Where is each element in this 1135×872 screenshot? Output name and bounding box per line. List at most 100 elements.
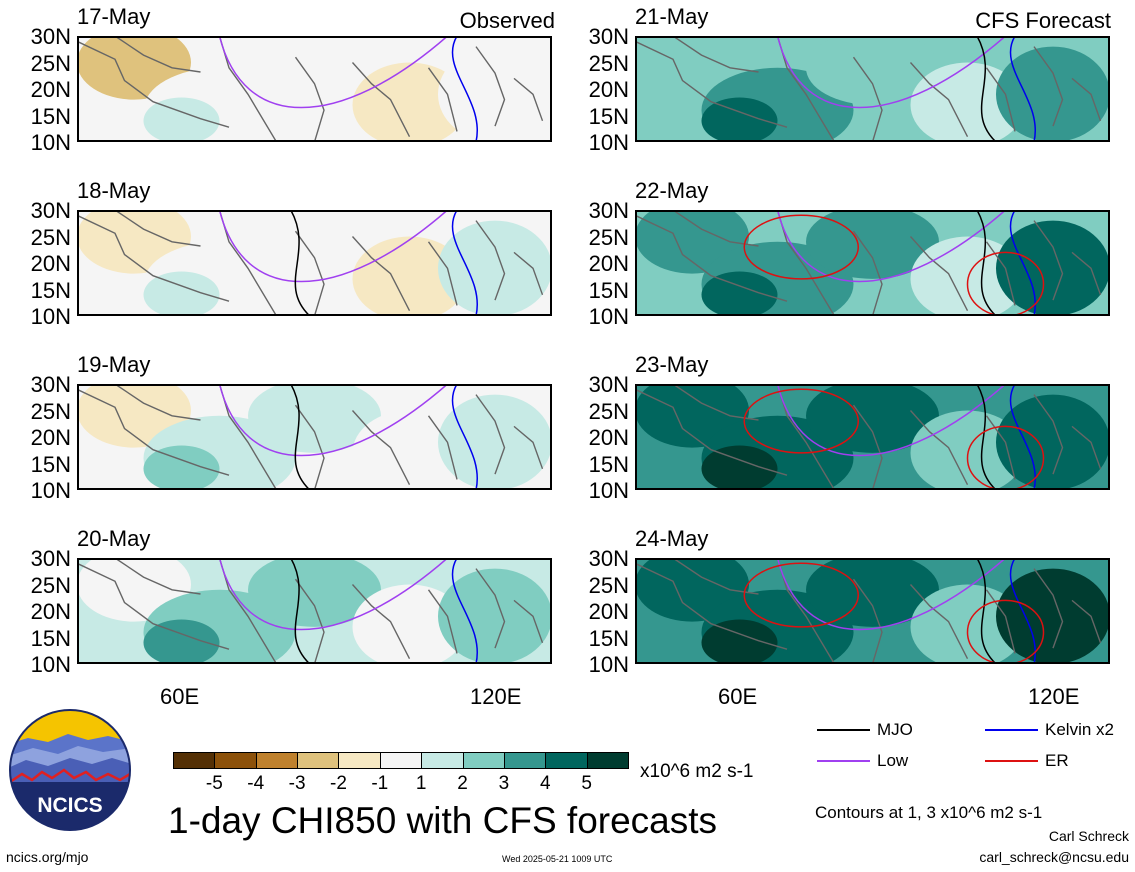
lon-label-60e-right: 60E bbox=[718, 684, 758, 709]
coastline bbox=[985, 241, 1016, 306]
chi850-anomaly-region bbox=[996, 394, 1110, 490]
colorbar-swatch bbox=[214, 752, 257, 769]
coastline bbox=[114, 36, 201, 73]
site-link[interactable]: ncics.org/mjo bbox=[6, 849, 89, 865]
panel-date-label: 19-May bbox=[77, 352, 151, 377]
coastline bbox=[294, 56, 325, 142]
low-contour bbox=[218, 36, 448, 109]
colorbar-swatch bbox=[173, 752, 216, 769]
lat-label: 30N bbox=[588, 198, 629, 223]
lat-label: 20N bbox=[588, 251, 629, 276]
kelvin-contour bbox=[1009, 36, 1037, 142]
chi850-anomaly-region bbox=[248, 36, 381, 105]
coastline bbox=[1071, 251, 1102, 296]
lat-label: 15N bbox=[588, 451, 629, 477]
panel-date-label: 23-May bbox=[635, 352, 709, 377]
coastline bbox=[351, 584, 411, 660]
coastline bbox=[114, 210, 201, 247]
chi850-anomaly-region bbox=[438, 394, 552, 490]
panel-date-label: 17-May bbox=[77, 4, 151, 29]
kelvin-contour bbox=[1009, 210, 1037, 316]
colorbar-tick-label: -3 bbox=[288, 773, 306, 794]
timestamp: Wed 2025-05-21 1009 UTC bbox=[502, 854, 613, 864]
coastline bbox=[1071, 77, 1102, 122]
coastline bbox=[77, 562, 230, 650]
lat-label: 10N bbox=[30, 478, 71, 503]
legend: MJO Kelvin x2 Low ER bbox=[815, 718, 1135, 778]
panel-date-label: 21-May bbox=[635, 4, 709, 29]
lat-label: 30N bbox=[30, 546, 71, 571]
mjo-contour bbox=[290, 210, 311, 316]
lat-label: 25N bbox=[588, 224, 629, 250]
coastline bbox=[1071, 425, 1102, 470]
panel-date-label: 20-May bbox=[77, 526, 151, 551]
contours-note: Contours at 1, 3 x10^6 m2 s-1 bbox=[815, 803, 1043, 822]
colorbar-swatch bbox=[421, 752, 464, 769]
map-panel bbox=[635, 36, 1110, 142]
lat-label: 25N bbox=[588, 398, 629, 424]
colorbar-tick-label: -4 bbox=[247, 773, 265, 794]
colorbar-tick-label: -2 bbox=[330, 773, 347, 794]
lat-label: 20N bbox=[30, 599, 71, 624]
chi850-anomaly-region bbox=[248, 384, 381, 453]
kelvin-contour bbox=[1009, 558, 1037, 664]
coastline bbox=[635, 40, 788, 128]
mjo-contour bbox=[976, 384, 997, 490]
author-name: Carl Schreck bbox=[1048, 828, 1129, 844]
lat-label: 15N bbox=[30, 625, 71, 651]
panel-date-label: 22-May bbox=[635, 178, 709, 203]
map-panel bbox=[77, 36, 552, 142]
lat-label: 10N bbox=[588, 652, 629, 677]
lat-label: 20N bbox=[588, 77, 629, 102]
legend-low-label: Low bbox=[877, 751, 909, 770]
coastline bbox=[294, 230, 325, 316]
chi850-anomaly-region bbox=[806, 36, 939, 105]
coastline bbox=[114, 384, 201, 421]
coastline bbox=[852, 230, 883, 316]
lon-label-120e-left: 120E bbox=[470, 684, 522, 709]
coastline bbox=[77, 40, 230, 128]
lat-label: 30N bbox=[588, 546, 629, 571]
lat-label: 25N bbox=[30, 50, 71, 76]
coastline bbox=[852, 578, 883, 664]
colorbar-tick-label: -5 bbox=[205, 773, 223, 794]
chi850-anomaly-region bbox=[701, 619, 778, 664]
colorbar-tick-label: 5 bbox=[581, 773, 592, 794]
coastline bbox=[513, 251, 544, 296]
lat-label: 15N bbox=[588, 277, 629, 303]
coastline bbox=[475, 220, 506, 301]
coastline bbox=[513, 425, 544, 470]
lat-label: 25N bbox=[30, 572, 71, 598]
lon-label-60e-left: 60E bbox=[160, 684, 200, 709]
lat-label: 15N bbox=[588, 103, 629, 129]
lat-label: 20N bbox=[30, 425, 71, 450]
coastline bbox=[635, 562, 788, 650]
chi850-anomaly-region bbox=[910, 236, 1025, 316]
mjo-contour bbox=[976, 36, 997, 142]
chi850-anomaly-region bbox=[248, 210, 381, 279]
low-contour bbox=[218, 210, 448, 283]
lat-label: 20N bbox=[588, 425, 629, 450]
map-panel bbox=[635, 210, 1110, 316]
chi850-anomaly-region bbox=[143, 271, 220, 316]
observed-label: Observed bbox=[459, 8, 555, 33]
lat-label: 30N bbox=[30, 24, 71, 49]
mjo-contour bbox=[290, 384, 311, 490]
coastline bbox=[427, 415, 458, 480]
coastline bbox=[909, 410, 969, 486]
chi850-anomaly-region bbox=[996, 568, 1110, 664]
author-email[interactable]: carl_schreck@ncsu.edu bbox=[979, 849, 1129, 865]
lat-label: 25N bbox=[588, 50, 629, 76]
coastline bbox=[852, 56, 883, 142]
kelvin-contour bbox=[451, 210, 479, 316]
units-label: x10^6 m2 s-1 bbox=[640, 761, 754, 782]
chi850-anomaly-region bbox=[143, 97, 220, 142]
map-panel bbox=[635, 558, 1110, 664]
colorbar-swatch bbox=[545, 752, 588, 769]
colorbar-swatch bbox=[503, 752, 547, 769]
lat-label: 20N bbox=[30, 77, 71, 102]
lat-label: 30N bbox=[30, 372, 71, 397]
coastline bbox=[1033, 568, 1064, 649]
chi850-anomaly-region bbox=[910, 62, 1025, 142]
logo-text: NCICS bbox=[37, 794, 102, 817]
